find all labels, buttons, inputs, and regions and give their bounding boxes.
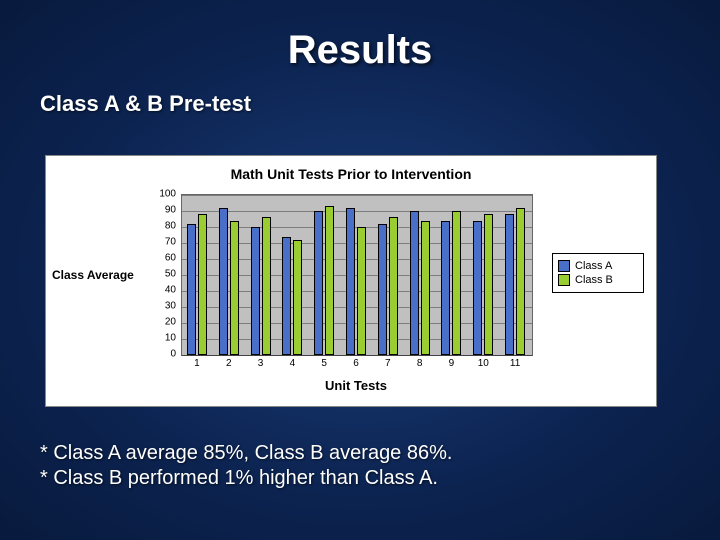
y-tick-label: 50 bbox=[165, 269, 176, 280]
bar-class-a bbox=[378, 224, 387, 355]
gridline bbox=[182, 355, 532, 356]
legend: Class A Class B bbox=[552, 253, 644, 293]
bar-class-b bbox=[262, 217, 271, 355]
bar-class-b bbox=[293, 240, 302, 355]
x-tick-label: 5 bbox=[321, 358, 327, 369]
bar-class-a bbox=[410, 211, 419, 355]
bars-layer bbox=[182, 195, 532, 355]
legend-label: Class A bbox=[575, 260, 612, 272]
x-tick-label: 1 bbox=[194, 358, 200, 369]
chart-title: Math Unit Tests Prior to Intervention bbox=[46, 156, 656, 182]
x-tick-label: 2 bbox=[226, 358, 232, 369]
chart-container: Math Unit Tests Prior to Intervention Cl… bbox=[45, 155, 657, 407]
x-tick-label: 3 bbox=[258, 358, 264, 369]
legend-item: Class B bbox=[558, 274, 638, 286]
bar-class-a bbox=[505, 214, 514, 355]
x-tick-label: 9 bbox=[449, 358, 455, 369]
y-tick-label: 100 bbox=[159, 189, 176, 200]
bar-group bbox=[505, 195, 527, 355]
y-axis-ticks: 0102030405060708090100 bbox=[146, 194, 178, 354]
y-tick-label: 60 bbox=[165, 253, 176, 264]
bar-group bbox=[314, 195, 336, 355]
bar-class-a bbox=[282, 237, 291, 355]
x-tick-label: 6 bbox=[353, 358, 359, 369]
x-tick-label: 7 bbox=[385, 358, 391, 369]
bar-group bbox=[187, 195, 209, 355]
bar-class-b bbox=[198, 214, 207, 355]
bar-class-a bbox=[251, 227, 260, 355]
x-tick-label: 10 bbox=[478, 358, 489, 369]
bar-class-b bbox=[230, 221, 239, 355]
slide: Results Class A & B Pre-test Math Unit T… bbox=[0, 0, 720, 540]
plot-area bbox=[181, 194, 533, 356]
bullet-1: * Class A average 85%, Class B average 8… bbox=[40, 442, 452, 465]
y-tick-label: 30 bbox=[165, 301, 176, 312]
bar-group bbox=[346, 195, 368, 355]
bullets: * Class A average 85%, Class B average 8… bbox=[40, 440, 452, 492]
bar-class-b bbox=[516, 208, 525, 355]
y-tick-label: 70 bbox=[165, 237, 176, 248]
bar-class-b bbox=[421, 221, 430, 355]
x-axis-ticks: 1 2 3 4 5 6 7 8 9 10 11 bbox=[181, 358, 531, 374]
bar-class-b bbox=[325, 206, 334, 355]
y-tick-label: 0 bbox=[170, 349, 176, 360]
y-tick-label: 80 bbox=[165, 221, 176, 232]
slide-subtitle: Class A & B Pre-test bbox=[0, 73, 720, 117]
bar-class-b bbox=[389, 217, 398, 355]
bar-class-a bbox=[187, 224, 196, 355]
legend-swatch bbox=[558, 274, 570, 286]
bar-group bbox=[219, 195, 241, 355]
legend-swatch bbox=[558, 260, 570, 272]
bar-class-b bbox=[452, 211, 461, 355]
bar-class-a bbox=[346, 208, 355, 355]
y-axis-label: Class Average bbox=[52, 268, 152, 282]
x-tick-label: 11 bbox=[510, 358, 520, 369]
bar-group bbox=[410, 195, 432, 355]
bar-group bbox=[473, 195, 495, 355]
x-tick-label: 8 bbox=[417, 358, 423, 369]
bar-class-a bbox=[473, 221, 482, 355]
y-tick-label: 20 bbox=[165, 317, 176, 328]
bar-class-b bbox=[357, 227, 366, 355]
bar-group bbox=[282, 195, 304, 355]
bar-class-a bbox=[441, 221, 450, 355]
y-tick-label: 10 bbox=[165, 333, 176, 344]
x-tick-label: 4 bbox=[290, 358, 296, 369]
y-tick-label: 40 bbox=[165, 285, 176, 296]
bar-group bbox=[378, 195, 400, 355]
bar-group bbox=[251, 195, 273, 355]
y-tick-label: 90 bbox=[165, 205, 176, 216]
bar-class-b bbox=[484, 214, 493, 355]
legend-item: Class A bbox=[558, 260, 638, 272]
legend-label: Class B bbox=[575, 274, 613, 286]
bar-class-a bbox=[219, 208, 228, 355]
x-axis-label: Unit Tests bbox=[181, 378, 531, 393]
bar-class-a bbox=[314, 211, 323, 355]
slide-title: Results bbox=[0, 0, 720, 73]
bullet-2: * Class B performed 1% higher than Class… bbox=[40, 467, 452, 490]
chart-body: Class Average 0 10 20 30 40 50 60 70 80 90 100 1 2 3… bbox=[46, 188, 656, 406]
bar-group bbox=[441, 195, 463, 355]
